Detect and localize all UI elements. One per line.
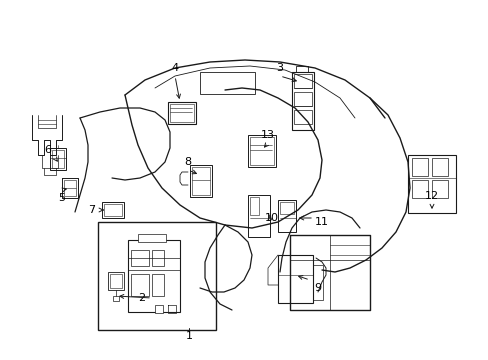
Text: 11: 11 — [314, 217, 328, 227]
Text: 9: 9 — [314, 283, 321, 293]
Bar — [170, 104, 194, 122]
Bar — [131, 250, 149, 266]
Bar — [104, 204, 122, 216]
Bar — [247, 195, 269, 237]
Bar — [411, 158, 427, 176]
Bar — [102, 202, 124, 218]
Bar — [200, 72, 254, 94]
Bar — [247, 135, 275, 167]
Text: 10: 10 — [264, 213, 279, 223]
Text: 12: 12 — [424, 191, 438, 201]
Bar — [152, 250, 163, 266]
Bar — [407, 155, 455, 213]
Bar — [64, 180, 76, 196]
Bar — [110, 274, 122, 288]
Bar — [52, 150, 64, 168]
Bar — [293, 74, 311, 88]
Bar — [431, 158, 447, 176]
Bar — [98, 222, 216, 330]
Bar — [138, 234, 165, 242]
Bar — [291, 72, 313, 130]
Bar — [293, 92, 311, 106]
Text: 5: 5 — [59, 193, 65, 203]
Text: 1: 1 — [185, 331, 192, 341]
Bar — [155, 305, 163, 313]
Text: 7: 7 — [88, 205, 95, 215]
Text: 4: 4 — [171, 63, 178, 73]
Bar — [190, 165, 212, 197]
Bar — [280, 202, 293, 214]
Bar — [128, 240, 180, 312]
Bar — [108, 272, 124, 290]
Text: 8: 8 — [184, 157, 191, 167]
Bar — [297, 265, 323, 300]
Bar — [113, 296, 119, 301]
Bar — [411, 180, 427, 198]
Bar — [293, 110, 311, 124]
Bar — [152, 274, 163, 296]
Text: 13: 13 — [261, 130, 274, 140]
Bar — [249, 197, 259, 215]
Bar — [131, 274, 149, 296]
Bar — [278, 255, 312, 303]
Bar — [192, 167, 209, 195]
Text: 2: 2 — [138, 293, 145, 303]
Bar — [431, 180, 447, 198]
Text: 3: 3 — [276, 63, 283, 73]
Bar — [168, 102, 196, 124]
Text: 6: 6 — [44, 145, 51, 155]
Bar — [50, 148, 66, 170]
Bar — [249, 137, 273, 165]
Bar — [278, 200, 295, 232]
